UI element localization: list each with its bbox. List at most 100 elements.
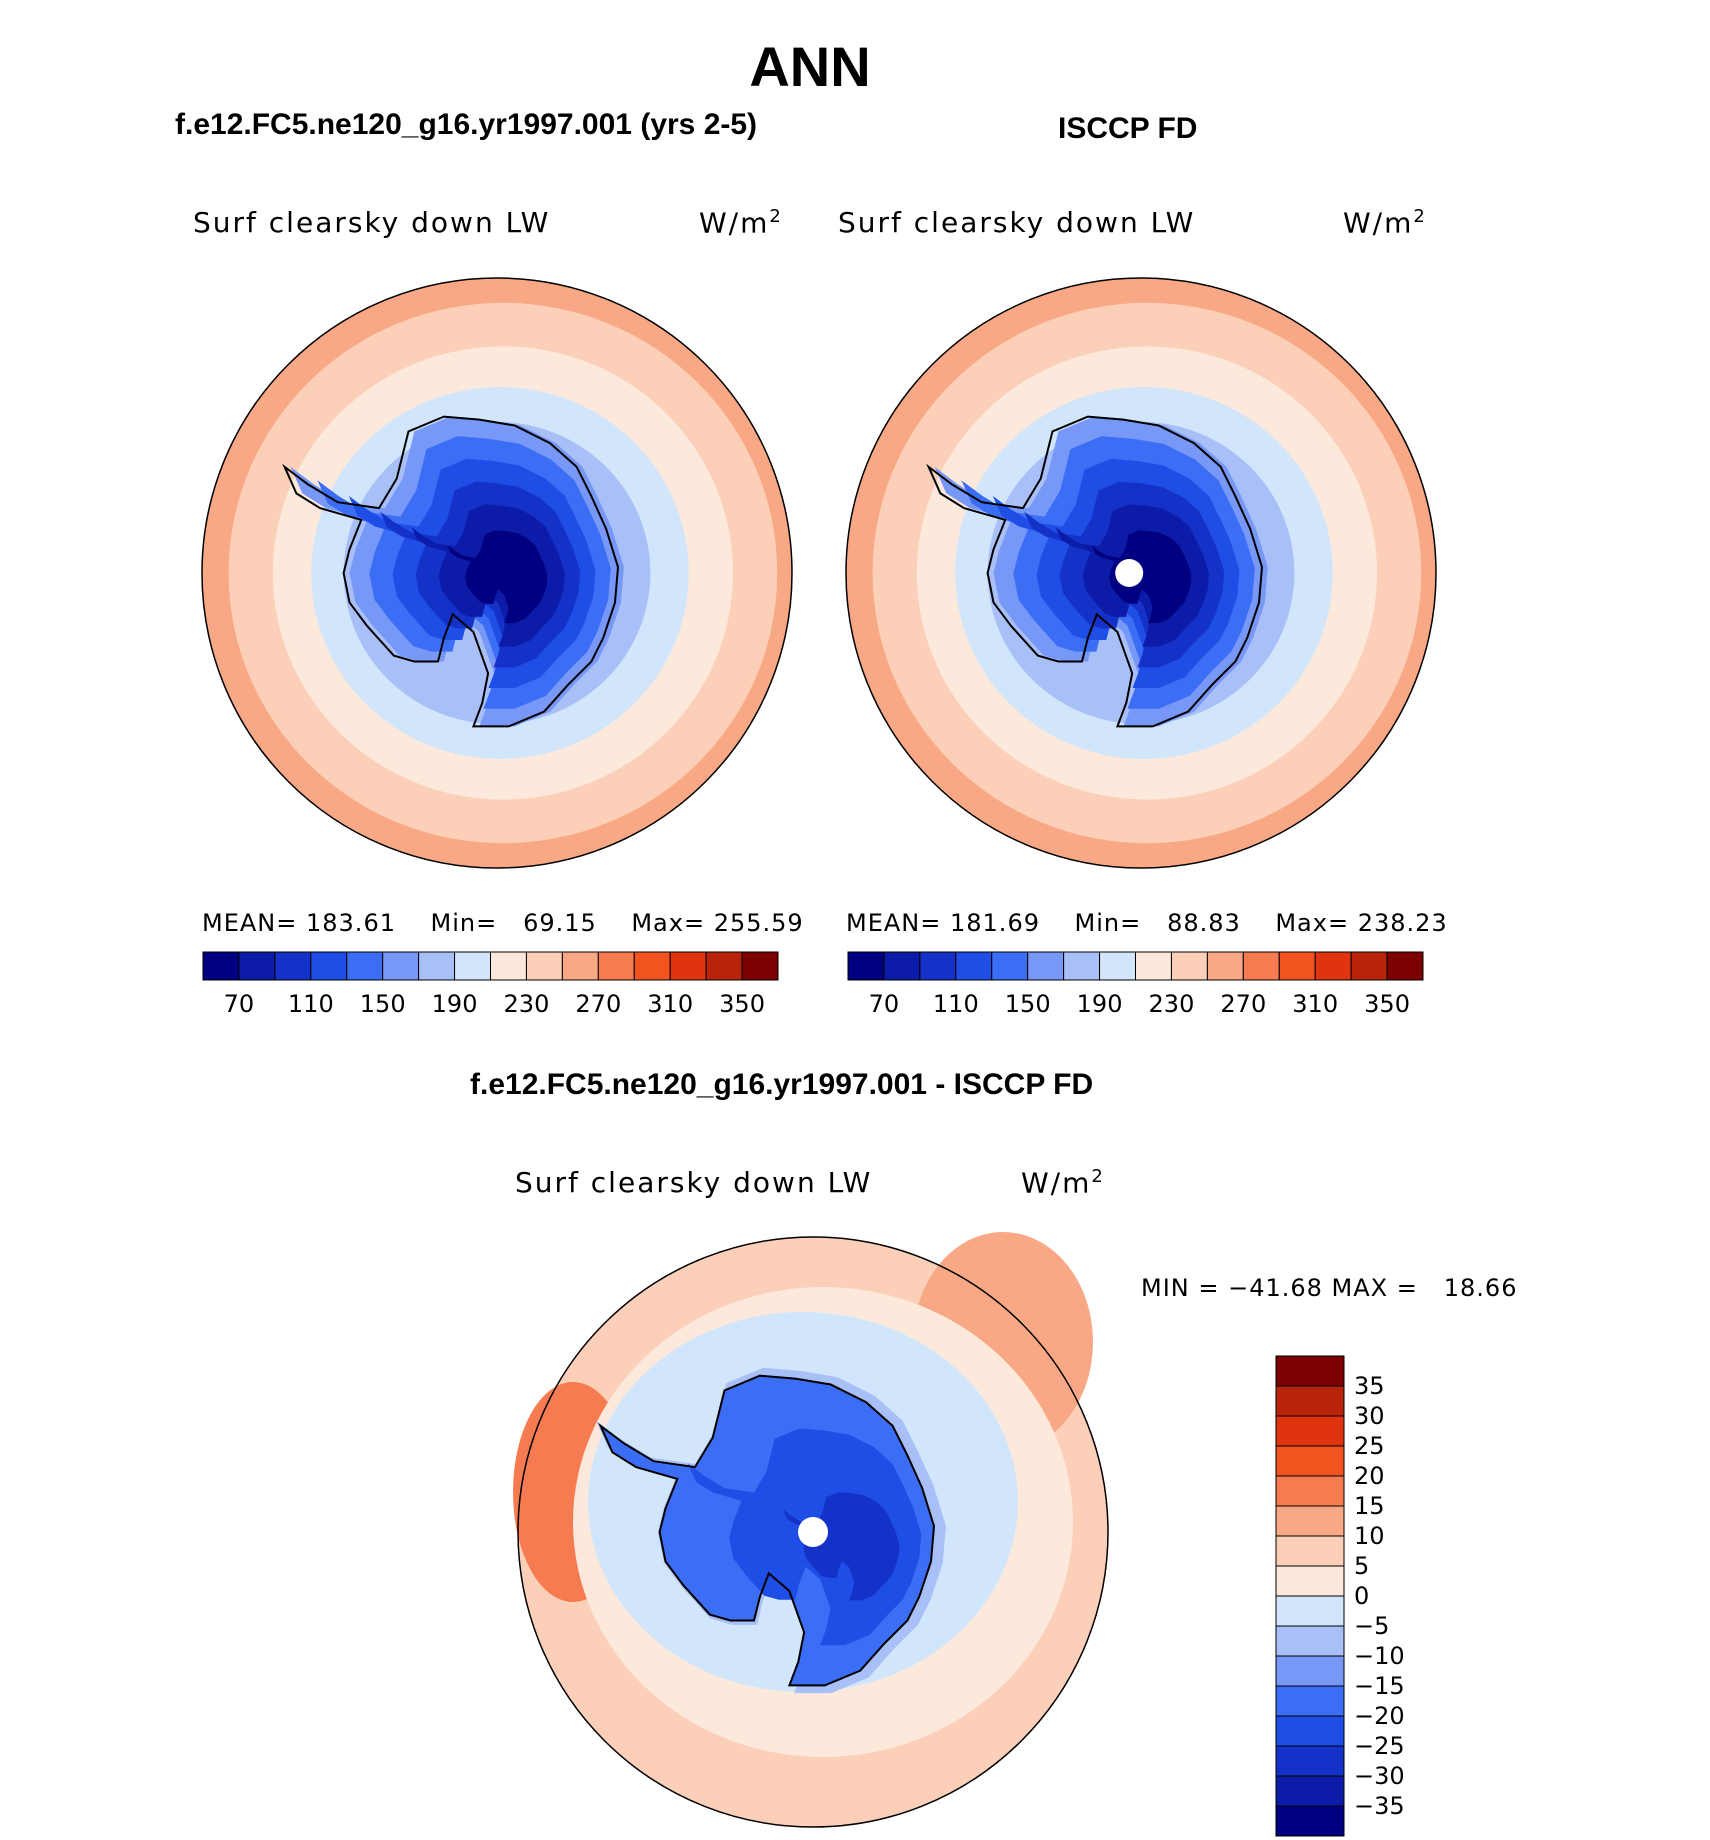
model-colorbar-box [310,951,348,981]
diff-colorbar-box [1275,1685,1345,1717]
obs-colorbar-tick-label: 230 [1148,990,1195,1018]
obs-colorbar-tick-label: 190 [1076,990,1123,1018]
main-title: ANN [749,35,871,98]
obs-map-boundary [845,277,1437,869]
model-colorbar-tick-label: 150 [359,990,406,1018]
diff-colorbar-tick-label: −20 [1354,1702,1405,1730]
obs-colorbar-box [1350,951,1388,981]
diff-map-boundary [517,1236,1109,1828]
diff-colorbar-box [1275,1625,1345,1657]
model-colorbar-tick-label: 350 [719,990,765,1018]
obs-units-label: W/m2 [1343,206,1427,240]
diff-colorbar-box [1275,1655,1345,1687]
model-colorbar-box [238,951,276,981]
obs-colorbar-tick-label: 70 [868,990,900,1018]
obs-colorbar-box [1206,951,1244,981]
obs-colorbar-box [919,951,957,981]
diff-colorbar-tick-label: 30 [1354,1402,1385,1430]
diff-colorbar-tick-label: −15 [1354,1672,1405,1700]
diff-colorbar-tick-label: −35 [1354,1792,1405,1820]
model-colorbar-box [346,951,384,981]
diff-variable-label: Surf clearsky down LW [515,1166,873,1199]
obs-panel-title: ISCCP FD [1058,112,1198,145]
model-colorbar-tick-label: 310 [647,990,694,1018]
model-colorbar-tick-label: 190 [431,990,478,1018]
diff-colorbar-box [1275,1595,1345,1627]
diff-panel-title: f.e12.FC5.ne120_g16.yr1997.001 - ISCCP F… [470,1068,1094,1101]
model-units-label: W/m2 [699,206,783,240]
model-colorbar-box [597,951,635,981]
model-colorbar-box [490,951,527,981]
diff-colorbar-tick-label: −30 [1354,1762,1405,1790]
diff-colorbar-tick-label: 5 [1354,1552,1370,1580]
obs-colorbar-box [1063,951,1101,981]
obs-colorbar-box [1386,951,1424,981]
obs-variable-label: Surf clearsky down LW [838,206,1196,239]
obs-colorbar-box [1278,951,1316,981]
model-continent-layer-5 [447,530,548,624]
model-colorbar-box [741,951,779,981]
diff-coastline [598,1374,936,1687]
obs-colorbar-tick-label: 310 [1292,990,1339,1018]
diff-colorbar-box [1275,1445,1345,1477]
obs-colorbar-tick-label: 350 [1364,990,1410,1018]
diff-colorbar-box [1275,1745,1345,1777]
model-colorbar-tick-label: 110 [287,990,334,1018]
model-colorbar-box [202,951,240,981]
model-colorbar-box [669,951,707,981]
model-variable-label: Surf clearsky down LW [193,206,551,239]
obs-colorbar-box [1135,951,1172,981]
obs-colorbar-box [1242,951,1280,981]
model-colorbar-box [561,951,599,981]
diff-colorbar-box [1275,1565,1345,1597]
diff-colorbar-tick-label: −5 [1354,1612,1390,1640]
obs-coastline [926,415,1264,728]
diff-colorbar-box [1275,1415,1345,1447]
obs-colorbar-box [1314,951,1352,981]
diff-colorbar-box [1275,1535,1345,1567]
obs-colorbar-box [883,951,921,981]
diff-units-label: W/m2 [1021,1166,1105,1200]
diff-stats: MIN = −41.68 MAX = 18.66 [1141,1274,1518,1302]
diff-colorbar-tick-label: 20 [1354,1462,1385,1490]
model-colorbar-box [382,951,420,981]
diff-colorbar-box [1275,1475,1345,1507]
model-stats: MEAN= 183.61 Min= 69.15 Max= 255.59 [202,909,804,937]
diff-colorbar-tick-label: −25 [1354,1732,1405,1760]
obs-colorbar-box [955,951,993,981]
diff-colorbar-box [1275,1355,1345,1387]
obs-colorbar-box [1099,951,1136,981]
diff-missing-data-hole [798,1517,828,1547]
diff-contour-minus30 [782,1492,900,1601]
diff-colorbar-tick-label: 0 [1354,1582,1370,1610]
obs-colorbar-tick-label: 110 [932,990,979,1018]
model-colorbar-box [633,951,671,981]
diff-colorbar-box [1275,1715,1345,1747]
obs-colorbar-box [847,951,885,981]
model-colorbar-tick-label: 230 [503,990,550,1018]
model-coastline [282,415,620,728]
model-colorbar-tick-label: 270 [575,990,622,1018]
obs-colorbar-tick-label: 150 [1004,990,1051,1018]
model-map-boundary [201,277,793,869]
model-colorbar-box [525,951,563,981]
obs-colorbar-box [991,951,1029,981]
diff-colorbar-tick-label: 15 [1354,1492,1385,1520]
diff-colorbar-tick-label: −10 [1354,1642,1405,1670]
diff-colorbar-box [1275,1505,1345,1537]
diff-colorbar-tick-label: 25 [1354,1432,1385,1460]
obs-colorbar-tick-label: 270 [1220,990,1267,1018]
model-colorbar-tick-label: 70 [223,990,255,1018]
model-colorbar-box [705,951,743,981]
model-panel-title: f.e12.FC5.ne120_g16.yr1997.001 (yrs 2-5) [175,108,758,141]
obs-missing-data-hole [1115,559,1144,587]
diff-colorbar-box [1275,1385,1345,1417]
obs-colorbar-box [1027,951,1065,981]
model-colorbar-box [418,951,456,981]
obs-colorbar-box [1170,951,1208,981]
model-colorbar-box [454,951,491,981]
diff-colorbar-tick-label: 10 [1354,1522,1385,1550]
model-colorbar-box [274,951,312,981]
obs-stats: MEAN= 181.69 Min= 88.83 Max= 238.23 [846,909,1448,937]
